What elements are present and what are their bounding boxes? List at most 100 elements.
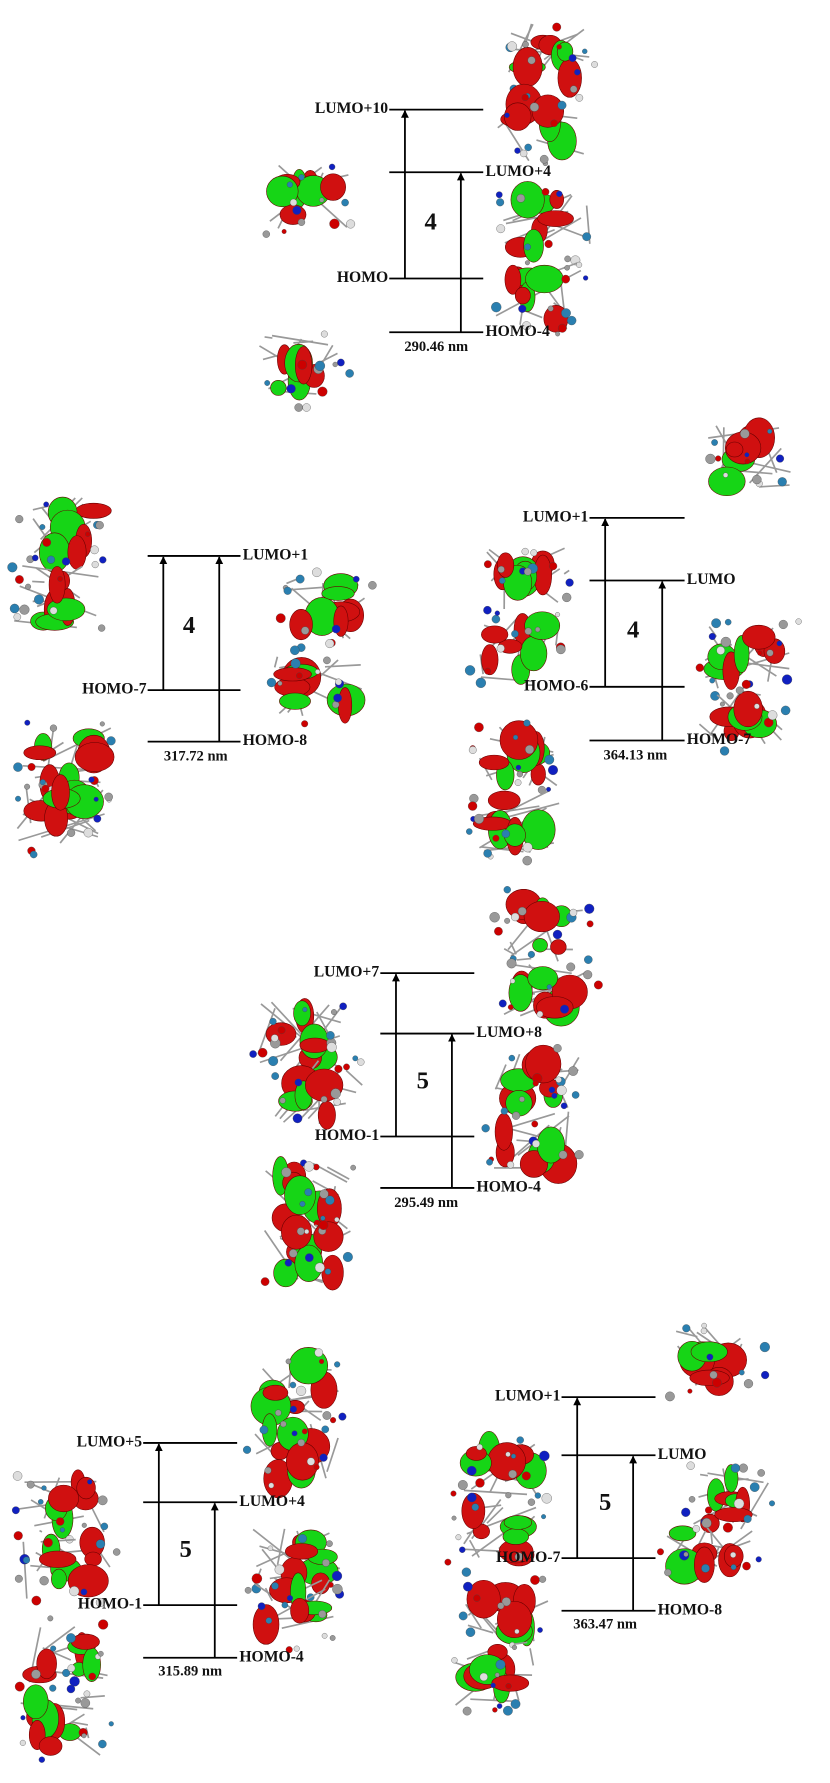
orbital-isosurface: [266, 1156, 356, 1232]
atom: [282, 229, 287, 234]
atom: [566, 579, 574, 587]
atom: [711, 619, 720, 628]
atom: [757, 651, 762, 656]
lobe: [290, 609, 313, 640]
lobe: [274, 668, 312, 681]
lobe: [506, 1090, 533, 1116]
atom: [524, 568, 531, 575]
atom: [484, 561, 491, 568]
atom: [287, 182, 293, 188]
lobe: [23, 1685, 48, 1719]
lobe: [497, 553, 514, 578]
atom: [100, 722, 105, 727]
atom: [779, 620, 788, 629]
lobe: [525, 265, 563, 293]
atom: [68, 1664, 75, 1671]
atom: [245, 1587, 251, 1593]
atom: [583, 970, 592, 979]
atom: [744, 1515, 752, 1523]
atom: [565, 265, 570, 270]
figure: LUMO+10LUMO+4HOMOHOMO-44290.46 nmLUMO+1H…: [0, 0, 830, 1783]
atom: [520, 150, 527, 157]
bond: [739, 471, 772, 474]
orbital-isosurface: [681, 1462, 774, 1533]
atom: [312, 568, 321, 577]
atom: [742, 680, 751, 689]
atom: [96, 1540, 105, 1549]
atom: [496, 192, 502, 198]
atom: [300, 1201, 306, 1207]
atom: [508, 1004, 513, 1009]
lobe: [314, 1222, 343, 1252]
atom: [582, 232, 590, 240]
atom: [497, 224, 505, 232]
atom: [486, 1159, 492, 1165]
atom: [50, 1646, 56, 1652]
atom: [105, 793, 113, 801]
atom: [451, 1491, 457, 1497]
atom: [532, 1140, 539, 1147]
wavelength: 295.49 nm: [394, 1195, 458, 1211]
atom: [297, 1227, 305, 1235]
atom: [298, 360, 307, 369]
atom: [761, 1371, 769, 1379]
atom: [545, 755, 554, 764]
level-label: HOMO-1: [315, 1127, 380, 1144]
lobe: [318, 1101, 335, 1129]
lobe: [479, 755, 509, 770]
lobe: [39, 533, 70, 572]
bond: [517, 959, 531, 960]
lobe: [726, 442, 743, 457]
atom: [739, 1370, 744, 1375]
lobe: [538, 211, 574, 227]
atom: [331, 1009, 337, 1015]
atom: [285, 1259, 292, 1266]
atom: [265, 1467, 272, 1474]
atom: [682, 1324, 690, 1332]
atom: [40, 1576, 49, 1585]
lobe: [504, 1516, 532, 1530]
atom: [736, 687, 743, 694]
level-label: HOMO-7: [687, 731, 752, 748]
atom: [740, 429, 749, 438]
lobe: [511, 181, 544, 218]
atom: [40, 779, 46, 785]
atom: [576, 94, 583, 101]
level-label: LUMO+4: [239, 1493, 305, 1510]
atom: [498, 566, 505, 573]
atom: [476, 1478, 485, 1487]
bond: [32, 581, 44, 582]
atom: [60, 1528, 65, 1533]
atom: [463, 1707, 471, 1715]
level-label: LUMO+5: [77, 1434, 143, 1451]
atom: [325, 639, 334, 648]
atom: [665, 1392, 674, 1401]
atom: [553, 930, 562, 939]
atom: [87, 1479, 92, 1484]
atom: [307, 1458, 315, 1466]
atom: [275, 1565, 285, 1575]
level-label: LUMO+8: [477, 1024, 543, 1041]
atom: [584, 904, 594, 914]
atom: [495, 611, 500, 616]
atom: [332, 1571, 342, 1581]
bond: [286, 580, 296, 584]
level-label: HOMO-8: [243, 732, 308, 749]
atom: [42, 538, 50, 546]
atom: [567, 316, 576, 325]
lobe: [39, 1737, 62, 1756]
atom: [533, 1080, 539, 1086]
atom: [469, 746, 476, 753]
atom: [546, 787, 550, 791]
atom: [357, 1059, 364, 1066]
atom: [56, 1517, 64, 1525]
atom: [484, 668, 490, 674]
atom: [754, 704, 759, 709]
atom: [463, 1582, 472, 1591]
orbital-isosurface: [490, 886, 594, 963]
atom: [512, 1112, 520, 1120]
lobe: [52, 775, 70, 811]
atom: [467, 1493, 476, 1502]
atom: [82, 1733, 87, 1738]
atom: [566, 963, 575, 972]
